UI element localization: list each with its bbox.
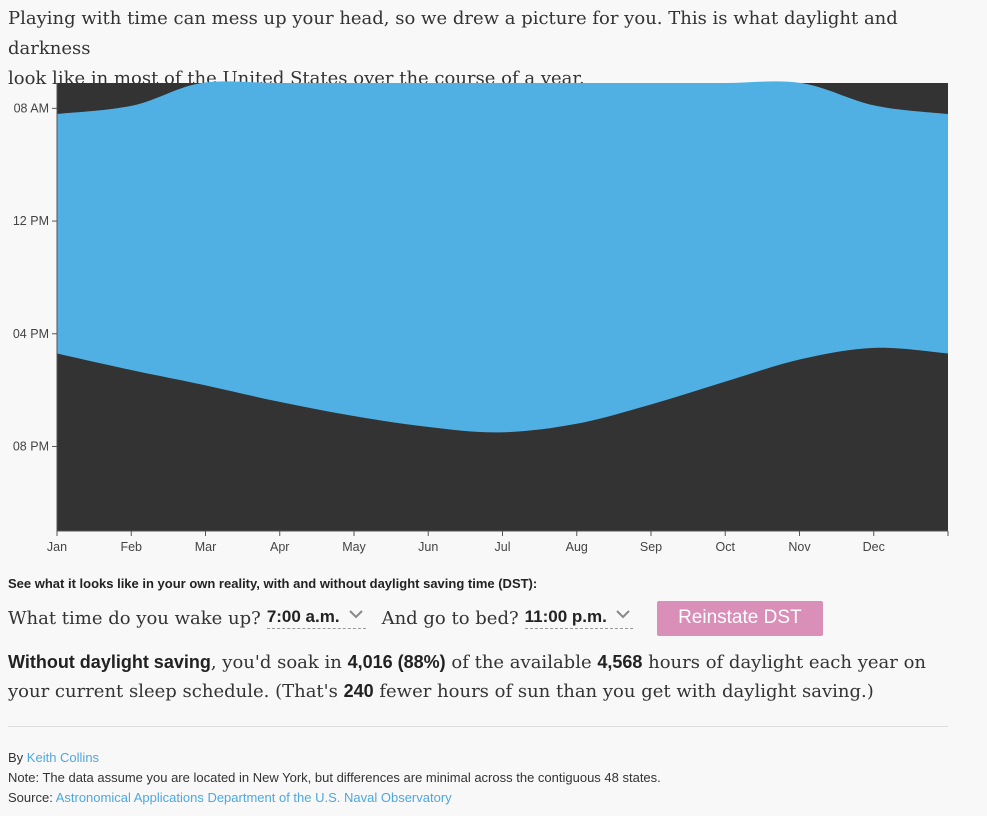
- y-tick-label: 04 PM: [13, 327, 49, 341]
- reinstate-dst-button[interactable]: Reinstate DST: [656, 600, 823, 636]
- result-text: of the available: [445, 652, 598, 673]
- data-note: Note: The data assume you are located in…: [8, 770, 661, 785]
- wake-time-select[interactable]: 7:00 a.m.: [266, 607, 366, 629]
- x-tick-label: Nov: [788, 540, 811, 554]
- x-tick-label: Jun: [418, 540, 438, 554]
- wake-label: What time do you wake up?: [8, 607, 261, 629]
- chevron-down-icon: [616, 610, 630, 619]
- y-tick-label: 08 AM: [14, 101, 49, 115]
- x-tick-label: Aug: [566, 540, 588, 554]
- x-tick-label: Jan: [47, 540, 67, 554]
- available-hours: 4,568: [597, 652, 643, 672]
- source-prefix: Source:: [8, 790, 56, 805]
- byline: By Keith Collins: [8, 748, 661, 768]
- wake-time-value: 7:00 a.m.: [266, 607, 340, 626]
- divider: [8, 726, 948, 727]
- axes: 08 AM 12 PM 04 PM 08 PM Jan Feb Mar Apr May Jun Ju…: [13, 83, 949, 554]
- bed-time-select[interactable]: 11:00 p.m.: [524, 607, 633, 629]
- result-text: fewer hours of sun than you get with day…: [373, 681, 874, 702]
- x-tick-label: Mar: [195, 540, 217, 554]
- x-tick-label: Jul: [495, 540, 511, 554]
- fewer-hours: 240: [343, 681, 374, 701]
- soaked-hours: 4,016 (88%): [347, 652, 446, 672]
- y-tick-label: 12 PM: [13, 214, 49, 228]
- source-link[interactable]: Astronomical Applications Department of …: [55, 790, 452, 805]
- x-tick-label: Oct: [716, 540, 736, 554]
- result-text: hours of daylight each year on your curr…: [8, 652, 927, 702]
- x-tick-label: Sep: [640, 540, 662, 554]
- daylight-chart: 08 AM 12 PM 04 PM 08 PM Jan Feb Mar Apr May Jun Ju…: [13, 81, 949, 554]
- bed-label: And go to bed?: [381, 607, 519, 629]
- result-text: , you'd soak in: [210, 652, 348, 673]
- byline-prefix: By: [8, 750, 27, 765]
- author-link[interactable]: Keith Collins: [26, 750, 100, 765]
- plot-area: [57, 81, 948, 531]
- result-lead: Without daylight saving: [8, 652, 211, 672]
- controls-prompt: See what it looks like in your own reali…: [8, 576, 538, 591]
- x-tick-label: May: [342, 540, 366, 554]
- source-line: Source: Astronomical Applications Depart…: [8, 788, 661, 808]
- y-tick-label: 08 PM: [13, 439, 49, 453]
- x-tick-label: Feb: [120, 540, 142, 554]
- result-summary: Without daylight saving, you'd soak in 4…: [8, 648, 958, 706]
- intro-line-1: Playing with time can mess up your head,…: [8, 8, 898, 59]
- daylight-area: [57, 81, 948, 433]
- credits: By Keith Collins Note: The data assume y…: [8, 748, 661, 808]
- sleep-controls: What time do you wake up? 7:00 a.m. And …: [8, 600, 823, 636]
- bed-time-value: 11:00 p.m.: [524, 607, 607, 626]
- chevron-down-icon: [348, 610, 363, 619]
- x-tick-label: Apr: [270, 540, 289, 554]
- x-tick-label: Dec: [863, 540, 885, 554]
